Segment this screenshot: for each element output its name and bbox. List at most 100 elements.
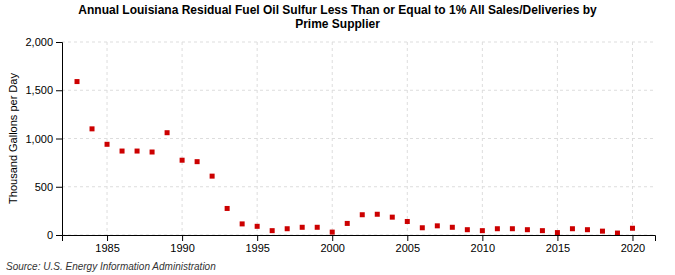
point: [540, 228, 545, 233]
x-axis-tick: 2005: [396, 235, 420, 254]
y-axis-tick-mark: [56, 235, 62, 236]
x-axis-tick-mark: [557, 235, 558, 241]
x-axis-tick-mark: [257, 235, 258, 241]
point: [240, 221, 245, 226]
x-axis: 1985 1990 1995 2000 2005 2010 2015 2020: [63, 235, 656, 254]
point: [450, 225, 455, 230]
y-axis-tick-label: 1,000: [25, 133, 53, 145]
y-axis-line: [56, 43, 63, 236]
point: [105, 142, 110, 147]
point: [360, 212, 365, 217]
y-axis-tick-mark: [56, 187, 62, 188]
x-axis-tick-label: 2005: [396, 242, 420, 254]
y-axis-tick-label: 500: [35, 181, 53, 193]
title: Annual Louisiana Residual Fuel Oil Sulfu…: [78, 3, 597, 31]
x-axis-tick: 1995: [245, 235, 269, 254]
grid-line-y: [62, 42, 655, 43]
point: [285, 226, 290, 231]
point: [150, 150, 155, 155]
grid-line-x: [257, 42, 258, 235]
x-axis-tick-mark: [107, 235, 108, 241]
x-axis-line: [63, 236, 656, 242]
title-line: Annual Louisiana Residual Fuel Oil Sulfu…: [78, 3, 597, 17]
x-axis-tick: 2000: [320, 235, 344, 254]
point: [585, 227, 590, 232]
point: [195, 159, 200, 164]
point: [120, 149, 125, 154]
title-line: Prime Supplier: [295, 17, 380, 31]
grid-line-x: [107, 42, 108, 235]
grid-line-x: [482, 42, 483, 235]
point: [435, 223, 440, 228]
point: [345, 221, 350, 226]
y-axis-tick-label: 1,500: [25, 84, 53, 96]
y-axis-tick-mark: [56, 42, 62, 43]
grid-line-y: [62, 186, 655, 187]
point: [420, 225, 425, 230]
x-axis-tick: 2010: [471, 235, 495, 254]
point: [330, 230, 335, 235]
point: [480, 228, 485, 233]
point: [525, 227, 530, 232]
point: [600, 229, 605, 234]
point: [75, 79, 80, 84]
y-axis-tick-label: 2,000: [25, 36, 53, 48]
x-axis-tick-label: 2020: [621, 242, 645, 254]
x-axis-tick: 1990: [170, 235, 194, 254]
y-axis-tick: 500: [35, 181, 62, 193]
x-axis-tick-mark: [407, 235, 408, 241]
grid-line-y: [62, 90, 655, 91]
y-axis-tick: 0: [47, 229, 62, 241]
plot-area: 1985 1990 1995 2000 2005 2010 2015 2020 0 500 1,00…: [25, 36, 655, 254]
y-axis-tick: 2,000: [25, 36, 62, 48]
x-axis-tick-label: 1990: [170, 242, 194, 254]
point: [300, 225, 305, 230]
x-axis-tick: 2015: [546, 235, 570, 254]
point: [510, 226, 515, 231]
x-axis-tick-label: 2010: [471, 242, 495, 254]
points: [75, 79, 635, 235]
point: [90, 126, 95, 131]
x-axis-tick-label: 2015: [546, 242, 570, 254]
y-axis-tick-label: 0: [47, 229, 53, 241]
source: Source: U.S. Energy Information Administ…: [6, 261, 216, 272]
point: [375, 212, 380, 217]
grid-line-x: [557, 42, 558, 235]
point: [465, 227, 470, 232]
point: [210, 174, 215, 179]
y-axis-tick: 1,000: [25, 133, 62, 145]
grid-line-x: [407, 42, 408, 235]
x-axis-tick-mark: [482, 235, 483, 241]
x-axis-tick-label: 1995: [245, 242, 269, 254]
point: [405, 219, 410, 224]
point: [270, 228, 275, 233]
x-axis-tick-label: 2000: [320, 242, 344, 254]
y-axis-title: Thousand Gallons per Day: [7, 73, 19, 204]
point: [570, 226, 575, 231]
grid-line-y: [62, 138, 655, 139]
grid-line-x: [332, 42, 333, 235]
y-axis-tick-mark: [56, 90, 62, 91]
x-axis-tick-label: 1985: [95, 242, 119, 254]
x-axis-tick: 2020: [621, 235, 645, 254]
grid: [62, 42, 655, 235]
x-axis-tick-mark: [632, 235, 633, 241]
point: [630, 226, 635, 231]
point: [495, 226, 500, 231]
grid-line-x: [182, 42, 183, 235]
y-axis-tick: 1,500: [25, 84, 62, 96]
grid-line-x: [632, 42, 633, 235]
point: [135, 149, 140, 154]
point: [615, 231, 620, 235]
point: [165, 130, 170, 135]
point: [255, 224, 260, 229]
point: [555, 230, 560, 235]
point: [315, 225, 320, 230]
y-axis: 0 500 1,000 1,500 2,000: [25, 36, 62, 241]
x-axis-tick: 1985: [95, 235, 119, 254]
chart: 1985 1990 1995 2000 2005 2010 2015 2020 0 500 1,00…: [0, 0, 675, 275]
x-axis-tick-mark: [332, 235, 333, 241]
y-axis-tick-mark: [56, 139, 62, 140]
point: [225, 206, 230, 211]
point: [390, 215, 395, 220]
